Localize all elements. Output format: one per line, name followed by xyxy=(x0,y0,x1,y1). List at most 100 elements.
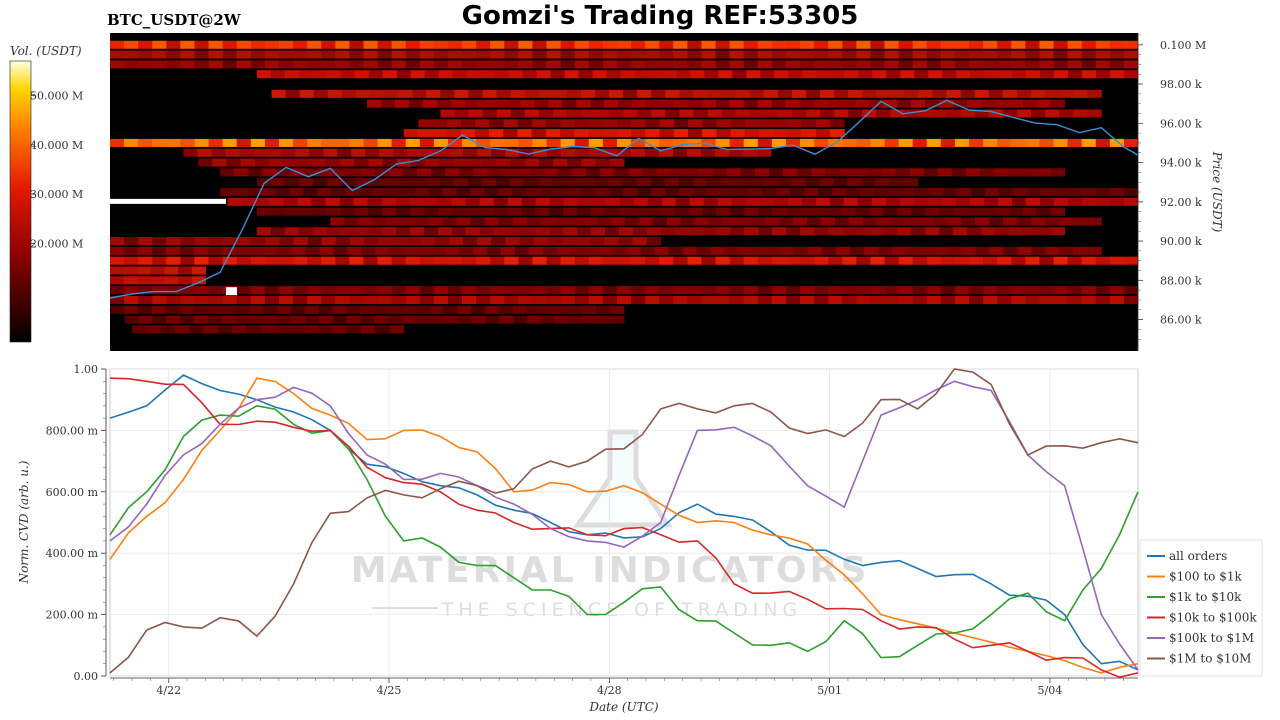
heatmap-cell xyxy=(969,295,984,304)
heatmap-cell xyxy=(983,295,998,304)
heatmap-cell xyxy=(800,295,815,304)
heatmap-cell xyxy=(646,99,661,108)
heatmap-cell xyxy=(848,109,863,118)
heatmap-cell xyxy=(617,148,632,157)
heatmap-cell xyxy=(1110,70,1125,79)
date-axis: 4/22 4/25 4/28 5/01 5/04 xyxy=(110,677,1138,697)
heatmap-cell xyxy=(236,286,252,295)
heatmap-cell xyxy=(493,197,509,206)
heatmap-cell xyxy=(967,227,982,236)
heatmap-cell xyxy=(673,286,688,295)
heatmap-cell xyxy=(250,256,266,265)
heatmap-cell xyxy=(862,89,877,98)
heatmap-cell xyxy=(644,148,660,157)
heatmap-cell xyxy=(437,227,453,236)
heatmap-cell xyxy=(341,89,357,98)
heatmap-cell xyxy=(1068,70,1083,79)
heatmap-cell xyxy=(651,109,666,118)
heatmap-cell xyxy=(212,158,228,167)
heatmap-cell xyxy=(504,295,519,304)
heatmap-cell xyxy=(820,217,836,226)
heatmap-cell xyxy=(1040,70,1055,79)
heatmap-cell xyxy=(504,60,519,69)
heatmap-cell xyxy=(208,286,224,295)
heatmap-cell xyxy=(830,70,845,79)
heatmap-cell xyxy=(898,295,914,304)
heatmap-cell xyxy=(940,256,956,265)
heatmap-cell xyxy=(321,50,336,59)
heatmap-cell xyxy=(616,50,632,59)
heatmap-cell xyxy=(912,286,928,295)
heatmap-cell xyxy=(783,168,798,177)
heatmap-cell xyxy=(1030,89,1046,98)
heatmap-cell xyxy=(514,246,530,255)
heatmap-cell xyxy=(631,50,646,59)
heatmap-cell xyxy=(174,325,190,334)
heatmap-cell xyxy=(1095,40,1111,49)
heatmap-cell xyxy=(433,40,449,49)
heatmap-cell xyxy=(335,295,350,304)
heatmap-cell xyxy=(590,237,605,246)
heatmap-cell xyxy=(960,89,976,98)
heatmap-cell xyxy=(758,207,773,216)
heatmap-cell xyxy=(726,168,742,177)
heatmap-cell xyxy=(377,138,393,147)
heatmap-cell xyxy=(293,295,308,304)
heatmap-cell xyxy=(490,40,505,49)
heatmap-cell xyxy=(1025,295,1040,304)
heatmap-cell xyxy=(631,119,647,128)
heatmap-cell xyxy=(983,60,998,69)
heatmap-cell xyxy=(876,109,891,118)
heatmap-cell xyxy=(925,207,940,216)
heatmap-cell xyxy=(293,286,308,295)
heatmap-cell xyxy=(656,168,672,177)
heatmap-cell xyxy=(905,246,921,255)
heatmap-cell xyxy=(743,50,759,59)
heatmap-cell xyxy=(479,197,495,206)
heatmap-cell xyxy=(729,40,745,49)
heatmap-cell xyxy=(194,60,210,69)
date-tick-label: 5/01 xyxy=(817,684,842,697)
heatmap-cell xyxy=(943,187,958,197)
heatmap-cell xyxy=(856,138,871,147)
heatmap-cell xyxy=(859,187,875,197)
heatmap-cell xyxy=(771,256,787,265)
heatmap-cell xyxy=(419,60,435,69)
heatmap-cell xyxy=(403,168,418,177)
heatmap-cell xyxy=(701,99,717,108)
heatmap-cell xyxy=(220,187,235,197)
heatmap-cell xyxy=(124,256,139,265)
heatmap-cell xyxy=(645,50,660,59)
heatmap-cell xyxy=(911,207,926,216)
colorbar-ticks: 50.000 M40.000 M30.000 M20.000 M xyxy=(30,90,83,251)
heatmap-cell xyxy=(686,148,702,157)
heatmap-cell xyxy=(538,158,554,167)
heatmap-cell xyxy=(1067,138,1083,147)
heatmap-cell xyxy=(507,197,523,206)
heatmap-cell xyxy=(251,237,266,246)
heatmap-cell xyxy=(1039,40,1055,49)
heatmap-cell xyxy=(363,60,379,69)
heatmap-cell xyxy=(1123,256,1139,265)
heatmap-cell xyxy=(895,168,911,177)
heatmap-cell xyxy=(925,227,940,236)
heatmap-cell xyxy=(506,99,521,108)
heatmap-cell xyxy=(828,295,843,304)
heatmap-cell xyxy=(862,109,877,118)
heatmap-cell xyxy=(1054,70,1069,79)
heatmap-cell xyxy=(476,60,491,69)
heatmap-cell xyxy=(926,40,942,49)
heatmap-cell xyxy=(411,158,426,167)
heatmap-cell xyxy=(673,50,688,59)
heatmap-cell xyxy=(487,168,503,177)
heatmap-cell xyxy=(867,168,883,177)
heatmap-cell xyxy=(381,197,397,206)
heatmap-cell xyxy=(729,138,745,147)
heatmap-cell xyxy=(391,286,407,295)
heatmap-cell xyxy=(594,178,609,187)
heatmap-cell xyxy=(870,138,886,147)
heatmap-cell xyxy=(659,60,674,69)
heatmap-cell xyxy=(971,187,986,197)
legend: all orders$100 to $1k$1k to $10k$10k to … xyxy=(1139,539,1263,677)
heatmap-cell xyxy=(384,89,399,98)
